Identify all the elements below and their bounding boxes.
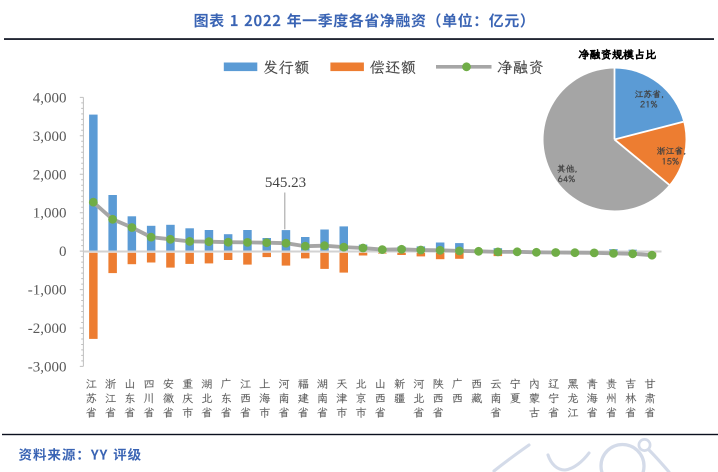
- svg-text:-2,000: -2,000: [28, 321, 67, 337]
- svg-text:545.23: 545.23: [265, 175, 306, 191]
- svg-text:4,000: 4,000: [33, 91, 67, 107]
- svg-text:3,000: 3,000: [33, 129, 67, 145]
- svg-text:-3,000: -3,000: [28, 359, 67, 375]
- svg-text:0: 0: [59, 244, 67, 260]
- svg-text:-1,000: -1,000: [28, 283, 67, 299]
- svg-text:2,000: 2,000: [33, 167, 67, 183]
- svg-text:1,000: 1,000: [33, 206, 67, 222]
